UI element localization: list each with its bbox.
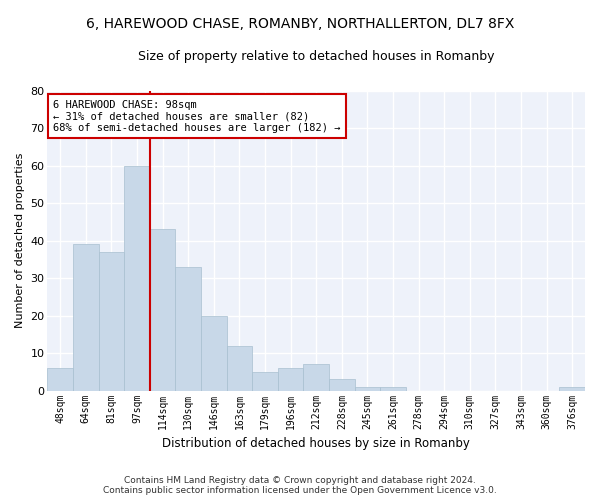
Bar [98,252,124,390]
Bar [150,230,175,390]
Bar [201,316,227,390]
Bar [380,387,406,390]
Bar [329,380,355,390]
Bar [227,346,252,391]
Text: Contains HM Land Registry data © Crown copyright and database right 2024.
Contai: Contains HM Land Registry data © Crown c… [103,476,497,495]
Bar [124,166,150,390]
X-axis label: Distribution of detached houses by size in Romanby: Distribution of detached houses by size … [162,437,470,450]
Text: 6, HAREWOOD CHASE, ROMANBY, NORTHALLERTON, DL7 8FX: 6, HAREWOOD CHASE, ROMANBY, NORTHALLERTO… [86,18,514,32]
Bar [278,368,304,390]
Bar [304,364,329,390]
Bar [559,387,585,390]
Bar [355,387,380,390]
Title: Size of property relative to detached houses in Romanby: Size of property relative to detached ho… [138,50,494,63]
Bar [47,368,73,390]
Y-axis label: Number of detached properties: Number of detached properties [15,153,25,328]
Bar [252,372,278,390]
Bar [175,267,201,390]
Text: 6 HAREWOOD CHASE: 98sqm
← 31% of detached houses are smaller (82)
68% of semi-de: 6 HAREWOOD CHASE: 98sqm ← 31% of detache… [53,100,340,133]
Bar [73,244,98,390]
